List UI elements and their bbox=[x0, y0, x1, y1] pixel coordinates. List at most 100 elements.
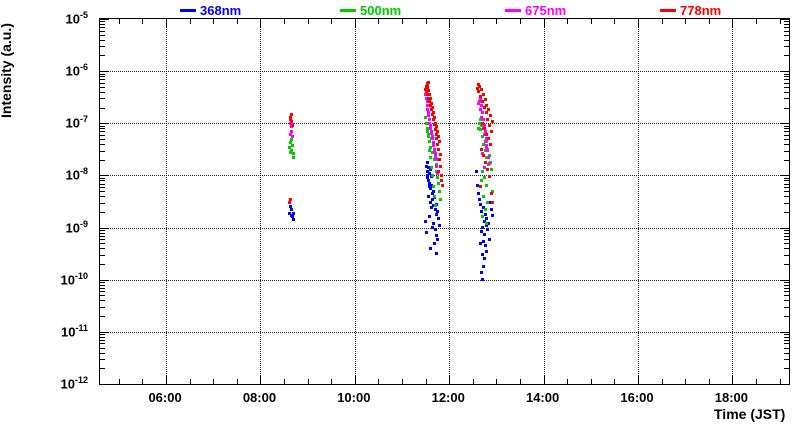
x-axis-tick bbox=[142, 19, 144, 24]
data-point-675nm bbox=[427, 117, 431, 121]
data-point-500nm bbox=[430, 150, 434, 154]
data-point-778nm bbox=[433, 115, 437, 119]
data-point-368nm bbox=[435, 212, 439, 216]
data-point-778nm bbox=[483, 98, 487, 102]
y-axis-tick bbox=[100, 229, 105, 231]
data-point-368nm bbox=[426, 194, 430, 198]
data-point-778nm bbox=[485, 167, 489, 171]
legend-entry-778nm[interactable]: 778nm bbox=[660, 2, 721, 18]
x-axis-tick bbox=[661, 379, 663, 384]
y-axis-tick bbox=[784, 131, 789, 133]
y-axis-tick bbox=[100, 227, 109, 229]
data-point-368nm bbox=[291, 215, 295, 219]
data-point-778nm bbox=[485, 103, 489, 107]
y-axis-tick bbox=[100, 24, 105, 26]
legend-entry-500nm[interactable]: 500nm bbox=[340, 2, 401, 18]
data-point-778nm bbox=[440, 183, 444, 187]
data-point-500nm bbox=[427, 139, 431, 143]
data-point-368nm bbox=[480, 253, 484, 257]
x-axis-tick bbox=[732, 375, 734, 384]
y-axis-tick bbox=[100, 131, 105, 133]
y-axis-tick bbox=[100, 243, 105, 245]
data-point-675nm bbox=[482, 124, 486, 128]
y-axis-tick bbox=[100, 306, 105, 308]
data-point-500nm bbox=[491, 189, 495, 193]
data-point-500nm bbox=[480, 215, 484, 219]
y-axis-tick bbox=[100, 175, 109, 177]
data-point-368nm bbox=[430, 226, 434, 230]
legend-entry-675nm[interactable]: 675nm bbox=[505, 2, 566, 18]
x-axis-tick bbox=[118, 379, 120, 384]
data-point-368nm bbox=[431, 189, 435, 193]
y-axis-tick bbox=[784, 282, 789, 284]
y-axis-tick bbox=[100, 91, 105, 93]
legend-swatch-icon bbox=[180, 9, 196, 13]
y-axis-tick bbox=[100, 39, 105, 41]
gridline-horizontal bbox=[100, 331, 789, 333]
y-axis-tick bbox=[100, 282, 105, 284]
data-point-675nm bbox=[484, 139, 488, 143]
y-axis-tick bbox=[100, 180, 105, 182]
y-axis-tick bbox=[780, 227, 789, 229]
y-axis-tick bbox=[784, 359, 789, 361]
data-point-675nm bbox=[432, 147, 436, 151]
data-point-778nm bbox=[486, 137, 490, 141]
y-axis-tick bbox=[100, 125, 105, 127]
data-point-675nm bbox=[431, 137, 435, 141]
plot-frame bbox=[99, 18, 790, 385]
data-point-778nm bbox=[489, 114, 493, 118]
y-axis-tick bbox=[100, 359, 105, 361]
y-tick-label: 10-6 bbox=[65, 62, 88, 79]
data-point-675nm bbox=[477, 100, 481, 104]
y-axis-tick bbox=[100, 191, 105, 193]
y-axis-tick bbox=[784, 352, 789, 354]
data-point-778nm bbox=[430, 101, 434, 105]
data-point-675nm bbox=[434, 156, 438, 160]
data-point-368nm bbox=[428, 246, 432, 250]
data-point-675nm bbox=[425, 96, 429, 100]
data-point-675nm bbox=[426, 103, 429, 107]
x-axis-tick bbox=[189, 19, 191, 24]
y-axis-tick bbox=[784, 150, 789, 152]
gridline-horizontal bbox=[100, 71, 789, 73]
data-point-368nm bbox=[482, 257, 486, 261]
x-axis-tick bbox=[449, 375, 451, 384]
data-point-500nm bbox=[488, 154, 492, 158]
data-point-500nm bbox=[427, 135, 431, 139]
x-axis-tick bbox=[166, 19, 168, 28]
data-point-368nm bbox=[475, 169, 479, 173]
legend-entry-368nm[interactable]: 368nm bbox=[180, 2, 241, 18]
data-point-675nm bbox=[424, 93, 428, 97]
data-point-368nm bbox=[426, 176, 430, 180]
x-axis-tick bbox=[142, 379, 144, 384]
data-point-778nm bbox=[436, 142, 440, 146]
data-point-368nm bbox=[432, 241, 436, 245]
data-point-368nm bbox=[479, 270, 483, 274]
data-point-778nm bbox=[290, 119, 294, 123]
y-axis-tick bbox=[784, 254, 789, 256]
y-axis-tick bbox=[100, 264, 105, 266]
y-axis-tick bbox=[100, 76, 105, 78]
legend-label: 368nm bbox=[200, 3, 242, 19]
y-axis-tick bbox=[100, 352, 105, 354]
x-axis-tick bbox=[284, 379, 286, 384]
x-axis-tick bbox=[543, 19, 545, 28]
legend-label: 500nm bbox=[360, 3, 402, 19]
data-point-675nm bbox=[480, 152, 484, 156]
x-axis-tick bbox=[661, 19, 663, 24]
y-axis-tick bbox=[784, 316, 789, 318]
x-axis-tick bbox=[472, 19, 474, 24]
data-point-778nm bbox=[491, 119, 495, 123]
data-point-368nm bbox=[425, 231, 429, 235]
data-point-368nm bbox=[487, 221, 491, 225]
y-axis-tick bbox=[784, 27, 789, 29]
data-point-675nm bbox=[480, 111, 484, 115]
y-axis-tick bbox=[100, 86, 105, 88]
y-axis-tick bbox=[100, 295, 105, 297]
y-axis-tick bbox=[784, 202, 789, 204]
y-axis-tick bbox=[100, 73, 105, 75]
data-point-500nm bbox=[477, 121, 481, 125]
data-point-778nm bbox=[433, 128, 437, 132]
y-axis-tick bbox=[784, 243, 789, 245]
x-axis-tick bbox=[755, 19, 757, 24]
